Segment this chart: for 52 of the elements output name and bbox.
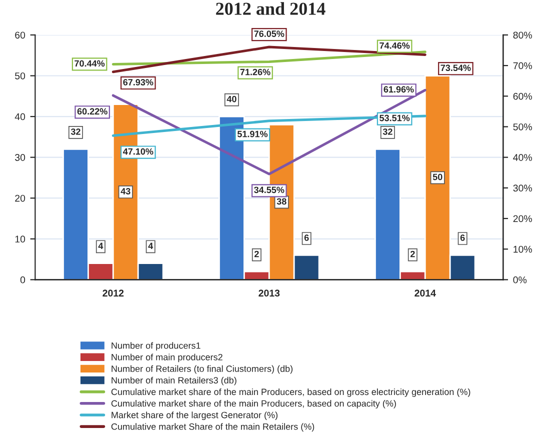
y-tick-label: 20 — [15, 194, 26, 202]
data-label: 34.55% — [254, 186, 284, 194]
data-label: 50 — [432, 174, 442, 180]
y2-tick-label: 50% — [513, 123, 532, 130]
y2-tick-label: 80% — [513, 32, 532, 39]
data-label: 32 — [70, 128, 80, 135]
y2-tick-label: 60% — [513, 92, 532, 100]
y2-tick-label: 10% — [514, 246, 532, 253]
data-label: 38 — [276, 198, 286, 205]
data-label: 73.54% — [440, 64, 471, 72]
data-label: 53.51% — [380, 114, 410, 122]
data-label: 2 — [254, 250, 259, 258]
y2-tick-label: 40% — [513, 154, 532, 161]
data-label: 2 — [410, 250, 415, 258]
data-label: 70.44% — [74, 60, 105, 67]
data-label: 40 — [226, 96, 236, 102]
data-label: 61.96% — [384, 86, 414, 93]
legend-label: Number of Retailers (to final Ciustomers) (db) — [112, 365, 293, 374]
legend-label: Number of main producers2 — [112, 354, 222, 362]
y-tick-label: 60 — [15, 32, 26, 39]
data-label: 32 — [382, 128, 392, 135]
data-label: 76.05% — [254, 30, 284, 37]
legend-label: Number of producers1 — [112, 342, 200, 351]
data-label: 6 — [460, 234, 465, 241]
data-label: 74.46% — [380, 42, 410, 49]
data-label: 43 — [120, 188, 130, 194]
x-tick-label: 2013 — [258, 290, 280, 297]
y-tick-label: 0 — [20, 276, 26, 284]
y2-tick-label: 70% — [513, 62, 532, 70]
legend-label: Cumulative market share of the main Producers, based on capacity (%) — [111, 400, 396, 408]
x-tick-label: 2012 — [102, 290, 124, 297]
x-tick-label: 2014 — [414, 290, 436, 297]
data-label: 4 — [98, 242, 104, 249]
y2-tick-label: 30% — [513, 184, 532, 192]
y2-tick-label: 0% — [513, 276, 527, 284]
legend-label: Market share of the largest Generator (%) — [112, 412, 278, 420]
legend-label: Number of main Retailers3 (db) — [112, 376, 236, 386]
data-label: 6 — [304, 234, 309, 241]
y-tick-label: 10 — [15, 236, 26, 243]
data-label: 4 — [148, 242, 154, 249]
data-label: 67.93% — [123, 79, 154, 86]
y-tick-label: 30 — [15, 154, 26, 161]
data-label: 47.10% — [122, 148, 154, 155]
legend-label: Cumulative market Share of the main Retailers (%) — [111, 423, 314, 432]
y2-tick-label: 20% — [513, 215, 532, 222]
chart-title: 2012 and 2014 — [216, 2, 326, 15]
legend-label: Cumulative market share of the main Producers, based on gross electricity generation (%) — [111, 388, 470, 397]
data-label: 60.22% — [77, 108, 108, 115]
data-label: 71.26% — [240, 68, 270, 76]
data-label: 51.91% — [237, 130, 268, 138]
y-tick-label: 50 — [15, 72, 26, 80]
y-tick-label: 40 — [14, 113, 26, 120]
